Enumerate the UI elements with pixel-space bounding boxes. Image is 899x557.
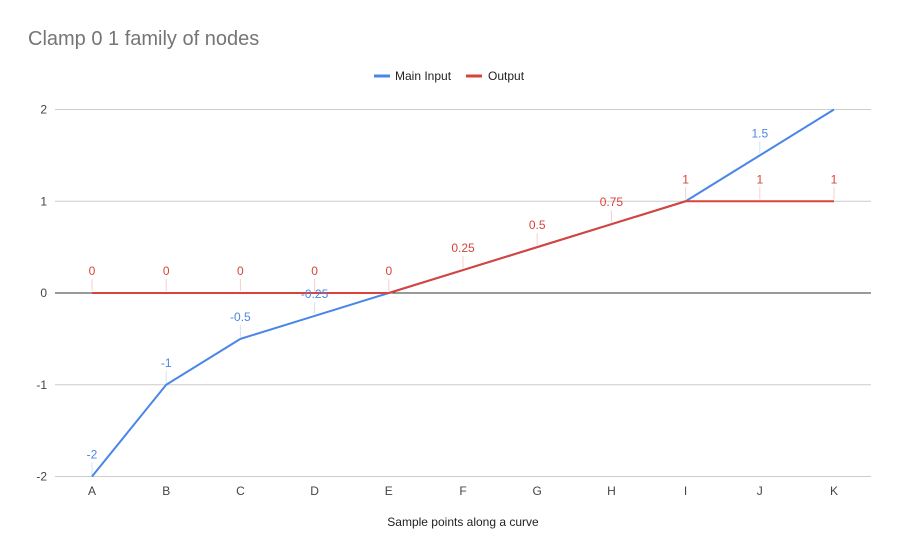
x-tick-label: G (533, 484, 542, 498)
data-label-output: 0 (385, 264, 392, 278)
x-tick-label: J (757, 484, 763, 498)
y-tick-label: 2 (40, 103, 47, 117)
x-axis-title: Sample points along a curve (387, 515, 539, 529)
data-point-output (461, 268, 465, 272)
x-tick-label: K (830, 484, 838, 498)
data-label-output: 1 (682, 172, 689, 186)
data-label-output: 0 (163, 264, 170, 278)
data-point-output (832, 199, 836, 203)
data-point-output (164, 291, 168, 295)
data-label-output: 1 (756, 172, 763, 186)
data-point-output (90, 291, 94, 295)
data-label-output: 0.75 (600, 195, 624, 209)
data-label-output: 0.5 (529, 218, 546, 232)
x-tick-label: E (385, 484, 393, 498)
data-label-main-input: -0.25 (301, 287, 329, 301)
data-point-output (238, 291, 242, 295)
x-tick-label: H (607, 484, 616, 498)
data-point-output (684, 199, 688, 203)
data-point-main-input (164, 383, 168, 387)
data-point-main-input (758, 153, 762, 157)
series-line-output (92, 200, 834, 294)
data-point-output (535, 245, 539, 249)
chart-title: Clamp 0 1 family of nodes (28, 28, 260, 50)
data-point-output (609, 222, 613, 226)
legend-label: Main Input (395, 69, 452, 83)
data-label-main-input: -2 (87, 448, 98, 462)
data-label-main-input: -0.5 (230, 310, 251, 324)
x-tick-label: F (459, 484, 466, 498)
data-point-main-input (90, 475, 94, 479)
data-point-main-input (238, 337, 242, 341)
data-point-output (758, 199, 762, 203)
data-point-main-input (313, 314, 317, 318)
data-label-output: 0.25 (451, 241, 475, 255)
x-tick-label: C (236, 484, 245, 498)
x-tick-label: A (88, 484, 96, 498)
data-label-main-input: 1.5 (751, 126, 768, 140)
data-label-output: 0 (237, 264, 244, 278)
data-label-output: 0 (89, 264, 96, 278)
data-point-output (387, 291, 391, 295)
x-tick-label: D (310, 484, 319, 498)
data-point-main-input (832, 108, 836, 112)
x-tick-label: B (162, 484, 170, 498)
y-tick-label: 0 (40, 286, 47, 300)
data-label-main-input: -1 (161, 356, 172, 370)
data-label-output: 0 (311, 264, 318, 278)
y-tick-label: -1 (36, 378, 47, 392)
y-tick-label: 1 (40, 194, 47, 208)
x-tick-label: I (684, 484, 687, 498)
data-label-output: 1 (831, 172, 838, 186)
y-tick-label: -2 (36, 470, 47, 484)
legend-label: Output (488, 69, 525, 83)
